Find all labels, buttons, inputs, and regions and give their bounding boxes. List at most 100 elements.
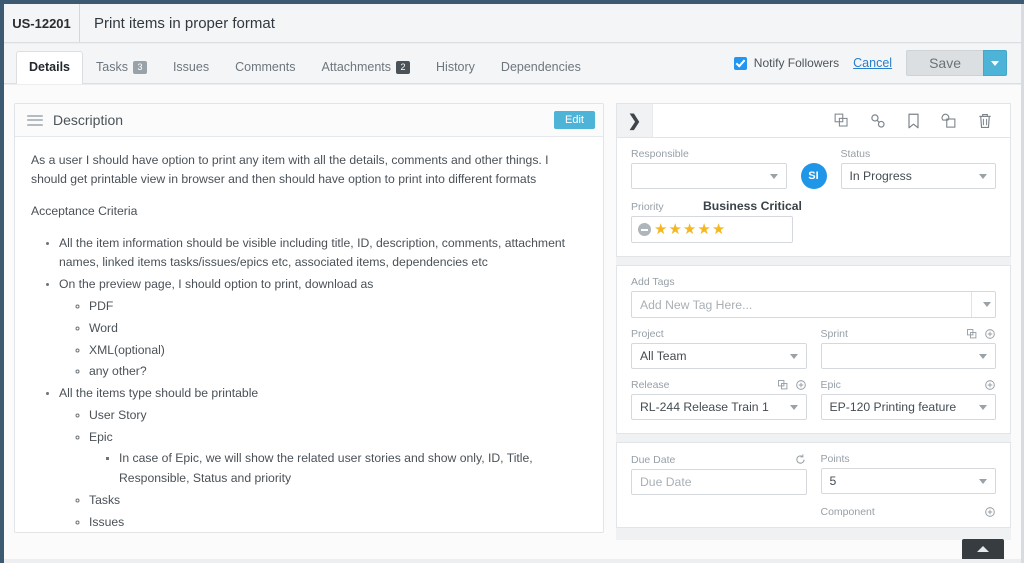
priority-stars[interactable]: ★ ★ ★ ★ ★: [631, 216, 793, 243]
add-circle-icon[interactable]: [984, 328, 996, 340]
notify-followers-toggle[interactable]: Notify Followers: [733, 56, 840, 70]
release-field: Release: [631, 379, 807, 420]
section-divider: [616, 257, 1011, 265]
release-select[interactable]: RL-244 Release Train 1: [631, 394, 807, 420]
tab-label: Comments: [235, 60, 296, 74]
chevron-down-icon: [789, 353, 798, 359]
tab-details[interactable]: Details: [16, 51, 83, 84]
sprint-field: Sprint: [820, 328, 996, 369]
description-content: As a user I should have option to print …: [15, 137, 603, 532]
status-value: In Progress: [849, 169, 912, 183]
tab-issues[interactable]: Issues: [160, 51, 222, 83]
description-card: Description Edit As a user I should have…: [14, 103, 604, 533]
project-select[interactable]: All Team: [631, 343, 807, 369]
header-actions: Notify Followers Cancel Save: [733, 50, 1007, 76]
due-date-label: Due Date: [631, 453, 807, 466]
add-circle-icon[interactable]: [984, 379, 996, 391]
criteria-item: All the item information should be visib…: [59, 234, 587, 274]
cancel-link[interactable]: Cancel: [853, 56, 893, 70]
add-tags-input[interactable]: Add New Tag Here...: [631, 291, 996, 318]
due-date-input[interactable]: Due Date: [631, 469, 807, 495]
sprint-select[interactable]: [820, 343, 996, 369]
due-date-field: Due Date Due Date: [631, 453, 807, 521]
item-id: US-12201: [4, 4, 80, 42]
clone-icon[interactable]: [940, 112, 958, 130]
tab-attachments[interactable]: Attachments 2: [309, 51, 423, 83]
points-select[interactable]: 5: [820, 468, 996, 494]
criteria-item: Epic In case of Epic, we will show the re…: [89, 428, 587, 489]
criteria-sublist: User Story Epic In case of Epic, we will s…: [61, 406, 587, 532]
star-icon[interactable]: ★: [682, 221, 697, 238]
add-circle-icon[interactable]: [984, 506, 996, 518]
star-icon[interactable]: ★: [711, 221, 726, 238]
properties-section-schedule: Due Date Due Date Points 5: [616, 442, 1011, 528]
save-dropdown-button[interactable]: [983, 50, 1007, 76]
add-tags-dropdown-button[interactable]: [971, 292, 995, 317]
collapse-panel-button[interactable]: ❯: [617, 104, 653, 137]
project-label-text: Project: [631, 328, 664, 340]
reset-icon[interactable]: [794, 453, 807, 466]
clear-priority-icon[interactable]: [638, 223, 651, 236]
star-icon[interactable]: ★: [668, 221, 682, 238]
toolbar-icon-group: [833, 112, 1010, 130]
epic-select[interactable]: EP-120 Printing feature: [820, 394, 996, 420]
add-tags-label: Add Tags: [631, 276, 675, 288]
tab-history[interactable]: History: [423, 51, 488, 83]
status-select[interactable]: In Progress: [840, 163, 996, 189]
chevron-up-icon: [977, 546, 989, 552]
star-icon[interactable]: ★: [654, 221, 668, 238]
link-icon[interactable]: [869, 112, 887, 130]
criteria-sublist: In case of Epic, we will show the relate…: [91, 449, 587, 489]
add-circle-icon[interactable]: [795, 379, 807, 391]
responsible-select[interactable]: [631, 163, 787, 189]
tab-label: Tasks: [96, 60, 128, 74]
chevron-down-icon: [769, 173, 778, 179]
trash-icon[interactable]: [977, 112, 993, 130]
points-value: 5: [829, 474, 837, 488]
edit-description-button[interactable]: Edit: [554, 111, 595, 129]
tab-tasks[interactable]: Tasks 3: [83, 51, 160, 83]
criteria-item: PDF: [89, 297, 587, 317]
criteria-item: XML(optional): [89, 341, 587, 361]
release-label-text: Release: [631, 379, 670, 391]
criteria-item: All the items type should be printable Us…: [59, 384, 587, 532]
criteria-text: Issues: [89, 514, 125, 529]
criteria-text: XML(optional): [89, 342, 165, 357]
menu-icon[interactable]: [27, 112, 43, 128]
component-label-text: Component: [820, 506, 875, 518]
due-date-label-text: Due Date: [631, 453, 676, 466]
responsible-row: [631, 163, 787, 189]
tab-dependencies[interactable]: Dependencies: [488, 51, 594, 83]
section-divider: [616, 434, 1011, 442]
window-top-accent-bar: [0, 0, 1024, 4]
tab-comments[interactable]: Comments: [222, 51, 308, 83]
notify-followers-label: Notify Followers: [753, 56, 840, 70]
duplicate-icon[interactable]: [777, 379, 789, 391]
responsible-status-row: Responsible SI Status: [631, 148, 996, 189]
window-right-edge: [1021, 4, 1024, 563]
priority-field: Priority Business Critical ★ ★ ★ ★ ★: [631, 199, 996, 243]
description-title: Description: [53, 112, 124, 128]
acceptance-criteria-list: All the item information should be visib…: [33, 234, 587, 532]
epic-label-actions: [984, 379, 996, 391]
notify-followers-checkbox[interactable]: [733, 56, 747, 70]
component-label: Component: [821, 506, 997, 518]
properties-panel: ❯: [616, 103, 1011, 540]
properties-section-planning: Add Tags Add New Tag Here... Project All…: [616, 265, 1011, 434]
epic-value: EP-120 Printing feature: [829, 400, 957, 414]
bookmark-icon[interactable]: [906, 112, 921, 130]
acceptance-criteria-heading: Acceptance Criteria: [31, 203, 138, 218]
status-field: Status In Progress: [840, 148, 996, 189]
duplicate-icon[interactable]: [966, 328, 978, 340]
save-button[interactable]: Save: [906, 50, 983, 76]
scroll-to-top-button[interactable]: [962, 539, 1004, 559]
duplicate-icon[interactable]: [833, 112, 850, 129]
chevron-down-icon: [789, 404, 798, 410]
chevron-down-icon: [979, 353, 987, 359]
star-icon[interactable]: ★: [697, 221, 711, 238]
properties-section-primary: Responsible SI Status: [616, 138, 1011, 257]
duedate-points-row: Due Date Due Date Points 5: [631, 453, 996, 521]
avatar[interactable]: SI: [800, 163, 827, 189]
save-button-group: Save: [906, 50, 1007, 76]
criteria-text: User Story: [89, 407, 147, 422]
